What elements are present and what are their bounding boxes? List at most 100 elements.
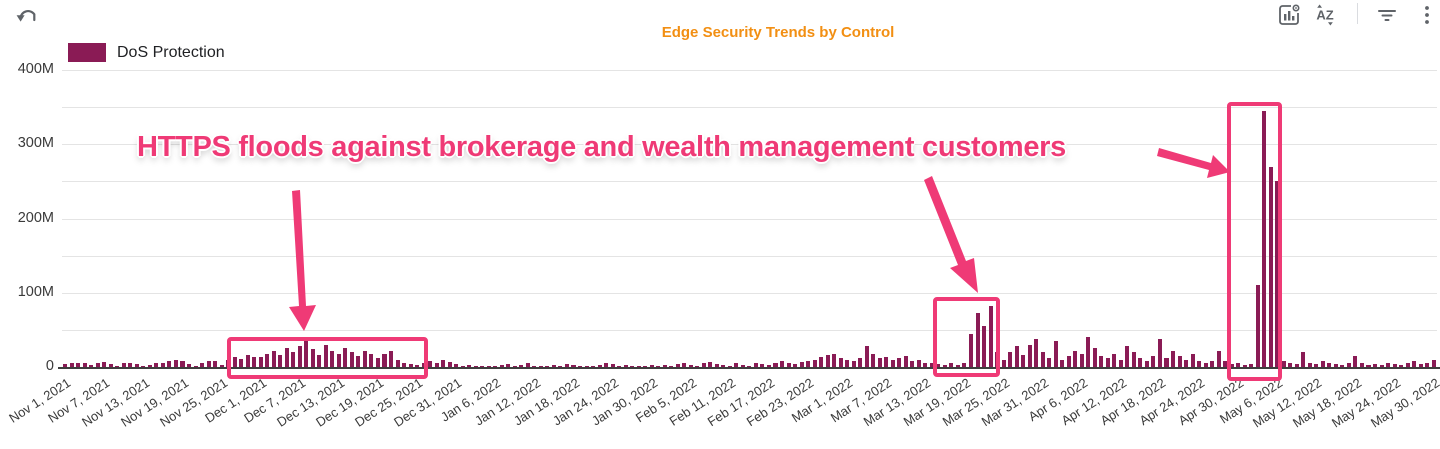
bar[interactable]	[467, 364, 472, 367]
bar[interactable]	[591, 365, 596, 367]
bar[interactable]	[962, 363, 967, 367]
bar[interactable]	[897, 358, 902, 367]
bar[interactable]	[1425, 362, 1430, 367]
bar[interactable]	[349, 352, 354, 367]
bar[interactable]	[375, 358, 380, 367]
bar[interactable]	[252, 356, 257, 367]
bar[interactable]	[1112, 353, 1117, 367]
bar[interactable]	[890, 359, 895, 367]
bar[interactable]	[877, 358, 882, 367]
bar[interactable]	[929, 363, 934, 367]
bar[interactable]	[1229, 364, 1234, 367]
legend-item-dos-protection[interactable]: DoS Protection	[68, 43, 225, 62]
bar[interactable]	[1333, 364, 1338, 367]
bar[interactable]	[564, 364, 569, 367]
bar[interactable]	[949, 363, 954, 367]
bar[interactable]	[903, 355, 908, 367]
bar[interactable]	[454, 364, 459, 367]
bar[interactable]	[766, 364, 771, 367]
bar[interactable]	[1131, 352, 1136, 367]
bar[interactable]	[1034, 338, 1039, 367]
bar[interactable]	[1281, 361, 1286, 367]
bar[interactable]	[121, 363, 126, 367]
bar[interactable]	[988, 306, 993, 367]
bar[interactable]	[825, 355, 830, 367]
bar[interactable]	[1190, 353, 1195, 367]
bar[interactable]	[1418, 364, 1423, 367]
bar[interactable]	[1399, 364, 1404, 367]
bar[interactable]	[1125, 346, 1130, 367]
bar[interactable]	[239, 358, 244, 367]
bar[interactable]	[1255, 285, 1260, 367]
bar[interactable]	[1079, 353, 1084, 367]
bar[interactable]	[1118, 359, 1123, 367]
bar[interactable]	[832, 353, 837, 367]
bar[interactable]	[1197, 361, 1202, 367]
bar[interactable]	[1392, 364, 1397, 367]
bar[interactable]	[740, 364, 745, 367]
bar[interactable]	[226, 359, 231, 367]
bar[interactable]	[200, 362, 205, 367]
bar[interactable]	[1014, 346, 1019, 367]
bar[interactable]	[636, 365, 641, 367]
bar[interactable]	[1242, 364, 1247, 367]
bar[interactable]	[812, 359, 817, 367]
bar[interactable]	[884, 356, 889, 367]
bar[interactable]	[108, 364, 113, 367]
bar[interactable]	[402, 362, 407, 367]
bar[interactable]	[532, 365, 537, 367]
bar[interactable]	[1431, 359, 1436, 367]
bar[interactable]	[1346, 362, 1351, 367]
bar[interactable]	[336, 353, 341, 367]
bar[interactable]	[1092, 348, 1097, 367]
bar[interactable]	[278, 355, 283, 367]
more-options-icon[interactable]	[1414, 2, 1440, 28]
bar[interactable]	[343, 347, 348, 367]
bar[interactable]	[571, 364, 576, 367]
bar[interactable]	[493, 365, 498, 367]
bar[interactable]	[747, 365, 752, 367]
bar[interactable]	[851, 361, 856, 367]
bar[interactable]	[545, 365, 550, 367]
bar[interactable]	[1138, 358, 1143, 367]
bar[interactable]	[362, 351, 367, 367]
bar[interactable]	[395, 360, 400, 367]
bar[interactable]	[1262, 110, 1267, 367]
bar[interactable]	[506, 364, 511, 367]
bar[interactable]	[1405, 363, 1410, 367]
bar[interactable]	[538, 365, 543, 367]
bar[interactable]	[1236, 363, 1241, 367]
bar[interactable]	[1021, 355, 1026, 367]
bar[interactable]	[1144, 361, 1149, 367]
bar[interactable]	[780, 361, 785, 367]
bar[interactable]	[773, 363, 778, 367]
bar[interactable]	[1379, 364, 1384, 367]
bar[interactable]	[1001, 359, 1006, 367]
bar[interactable]	[167, 361, 172, 367]
bar[interactable]	[76, 363, 81, 367]
bar[interactable]	[995, 352, 1000, 367]
filter-icon[interactable]	[1374, 2, 1400, 28]
bar[interactable]	[219, 364, 224, 367]
bar[interactable]	[525, 363, 530, 367]
bar[interactable]	[858, 358, 863, 367]
bar[interactable]	[1340, 364, 1345, 367]
bar[interactable]	[630, 365, 635, 367]
bar[interactable]	[480, 365, 485, 367]
bar[interactable]	[701, 363, 706, 367]
bar[interactable]	[793, 364, 798, 367]
bar[interactable]	[1040, 352, 1045, 367]
bar[interactable]	[1047, 358, 1052, 367]
bar[interactable]	[1164, 358, 1169, 367]
bar[interactable]	[727, 365, 732, 367]
bar[interactable]	[128, 362, 133, 367]
bar[interactable]	[519, 364, 524, 367]
bar[interactable]	[577, 365, 582, 367]
undo-icon[interactable]	[14, 2, 40, 28]
bar[interactable]	[1008, 352, 1013, 367]
bar[interactable]	[115, 365, 120, 367]
bar[interactable]	[389, 350, 394, 367]
bar[interactable]	[753, 362, 758, 367]
bar[interactable]	[1086, 337, 1091, 367]
bar[interactable]	[141, 365, 146, 367]
